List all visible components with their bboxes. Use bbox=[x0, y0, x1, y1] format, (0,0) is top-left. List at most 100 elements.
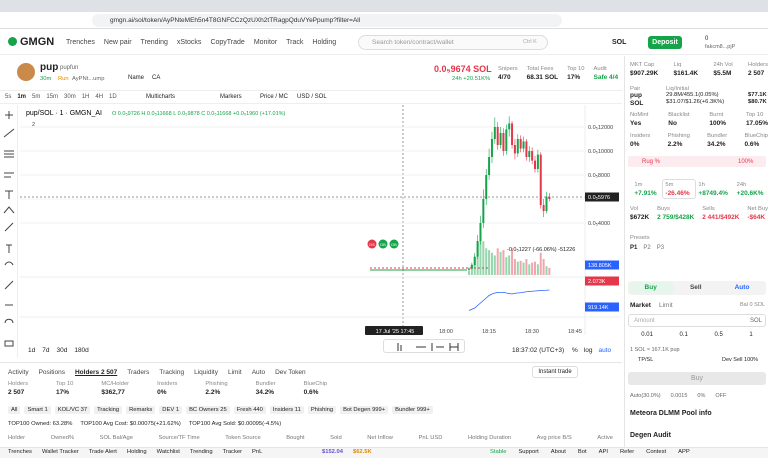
filter[interactable]: DEV 1 bbox=[159, 406, 183, 414]
column-header[interactable]: Holding Duration bbox=[467, 435, 512, 441]
range[interactable]: 7d bbox=[42, 347, 50, 354]
search-placeholder[interactable]: Search token/contract/wallet bbox=[372, 39, 454, 46]
column-header[interactable]: Active bbox=[597, 435, 613, 441]
nav-item[interactable]: Track bbox=[286, 39, 304, 46]
column-header[interactable]: SOL Bal/Age bbox=[99, 435, 133, 441]
nav-item[interactable]: xStocks bbox=[176, 39, 202, 46]
filter[interactable]: BC Owners 25 bbox=[186, 406, 230, 414]
scale-option[interactable]: auto bbox=[598, 347, 612, 354]
nav-item[interactable]: Monitor bbox=[253, 39, 278, 46]
filter[interactable]: KOL/VC 37 bbox=[54, 406, 91, 414]
filter[interactable]: Bundler 999+ bbox=[392, 406, 433, 414]
status-item[interactable]: APP bbox=[678, 449, 690, 455]
indicator-count[interactable]: 2 bbox=[32, 122, 35, 128]
filter[interactable]: Smart 1 bbox=[24, 406, 51, 414]
status-item[interactable]: Refer bbox=[619, 449, 635, 455]
filter[interactable]: Insiders 11 bbox=[269, 406, 304, 414]
tab[interactable]: Activity bbox=[8, 369, 29, 376]
nav-item[interactable]: Holding bbox=[312, 39, 337, 46]
amount-placeholder[interactable]: Amount bbox=[634, 318, 655, 324]
url[interactable]: gmgn.ai/sol/token/AyPNteMEh5n4T8GNFCCzQz… bbox=[110, 17, 361, 24]
instant-trade[interactable]: Instant trade bbox=[532, 366, 578, 378]
tab[interactable]: Auto bbox=[251, 369, 266, 376]
amount-preset[interactable]: 1 bbox=[749, 332, 753, 338]
deposit-button[interactable]: Deposit bbox=[648, 36, 682, 49]
nav-item[interactable]: New pair bbox=[103, 39, 132, 46]
pool-info[interactable]: Meteora DLMM Pool info bbox=[630, 410, 712, 417]
range[interactable]: 1d bbox=[28, 347, 36, 354]
status-item[interactable]: Trenches bbox=[8, 449, 32, 455]
preset[interactable]: P1 bbox=[630, 245, 638, 251]
range[interactable]: 30d bbox=[56, 347, 68, 354]
scale-option[interactable]: log bbox=[583, 347, 593, 354]
tab[interactable]: Traders bbox=[127, 369, 150, 376]
fee-setting[interactable]: OFF bbox=[715, 393, 727, 399]
interval[interactable]: 5m bbox=[32, 94, 41, 100]
url-box[interactable] bbox=[92, 14, 562, 27]
address[interactable]: AyPNt...ump bbox=[72, 76, 105, 82]
side[interactable]: Sell bbox=[689, 284, 702, 291]
nav-item[interactable]: Trenches bbox=[66, 39, 95, 46]
price-mc[interactable]: Price / MC bbox=[260, 94, 289, 100]
scale-option[interactable]: % bbox=[572, 347, 578, 354]
filter[interactable]: Fresh 440 bbox=[233, 406, 266, 414]
order-type[interactable]: Limit bbox=[658, 302, 673, 309]
degen-audit[interactable]: Degen Audit bbox=[630, 432, 671, 439]
status-item[interactable]: Stable bbox=[490, 449, 507, 455]
drawing-bar-icons[interactable] bbox=[384, 340, 466, 354]
column-header[interactable]: Token Source bbox=[225, 435, 261, 441]
side[interactable]: Buy bbox=[644, 284, 657, 291]
dev-sell[interactable]: Dev Sell 100% bbox=[722, 357, 759, 363]
interval[interactable]: 1H bbox=[81, 94, 90, 100]
nav-item[interactable]: Trending bbox=[140, 39, 168, 46]
filter[interactable]: Phishing bbox=[307, 406, 337, 414]
filter[interactable]: Remarks bbox=[126, 406, 156, 414]
tab[interactable]: Dev Token bbox=[275, 369, 306, 376]
buy-button[interactable]: Buy bbox=[628, 372, 766, 385]
interval[interactable]: 1m bbox=[17, 94, 27, 100]
preset[interactable]: P2 bbox=[643, 245, 651, 251]
fee-setting[interactable]: Auto(30.0%) bbox=[630, 393, 661, 399]
status-item[interactable]: Trade Alert bbox=[88, 449, 117, 455]
column-header[interactable]: Holder bbox=[8, 435, 26, 441]
tab[interactable]: Positions bbox=[38, 369, 65, 376]
column-header[interactable]: Owned% bbox=[50, 435, 75, 441]
filter[interactable]: All bbox=[8, 406, 21, 414]
multicharts[interactable]: Multicharts bbox=[146, 94, 176, 100]
search-box[interactable] bbox=[358, 35, 548, 50]
interval[interactable]: 1D bbox=[109, 94, 117, 100]
interval[interactable]: 4H bbox=[95, 94, 104, 100]
tab[interactable]: Tracking bbox=[159, 369, 185, 376]
filter[interactable]: Tracking bbox=[94, 406, 123, 414]
range[interactable]: 180d bbox=[74, 347, 89, 354]
selected-period[interactable] bbox=[662, 179, 696, 199]
interval[interactable]: 5s bbox=[5, 94, 12, 100]
wallet[interactable]: fakcm8...pjP bbox=[705, 44, 736, 50]
markers[interactable]: Markers bbox=[220, 94, 242, 100]
logo[interactable]: GMGN bbox=[20, 36, 55, 48]
interval[interactable]: 15m bbox=[46, 94, 59, 100]
status-item[interactable]: PnL bbox=[252, 449, 263, 455]
status-item[interactable]: Trending bbox=[189, 449, 213, 455]
order-type[interactable]: Market bbox=[630, 302, 651, 309]
tab[interactable]: Liquidity bbox=[194, 369, 218, 376]
tpsl[interactable]: TP/SL bbox=[638, 357, 654, 363]
status-item[interactable]: Contest bbox=[646, 449, 667, 455]
column-header[interactable]: Avg price B/S bbox=[536, 435, 572, 441]
filter[interactable]: Bot Degen 999+ bbox=[340, 406, 389, 414]
amount-input[interactable] bbox=[628, 314, 766, 327]
fee-setting[interactable]: 0% bbox=[697, 393, 706, 399]
column-header[interactable]: Sold bbox=[330, 435, 342, 441]
preset[interactable]: P3 bbox=[656, 245, 665, 251]
side[interactable]: Auto bbox=[734, 284, 750, 291]
interval[interactable]: 30m bbox=[64, 94, 76, 100]
usd-sol[interactable]: USD / SOL bbox=[297, 94, 327, 100]
status-item[interactable]: Watchlist bbox=[156, 449, 180, 455]
amount-preset[interactable]: 0.1 bbox=[679, 332, 688, 338]
status-item[interactable]: Holding bbox=[126, 449, 147, 455]
column-header[interactable]: Net Inflow bbox=[367, 435, 393, 441]
tag[interactable]: CA bbox=[152, 75, 161, 81]
status-item[interactable]: Tracker bbox=[222, 449, 243, 455]
status-item[interactable]: Support bbox=[518, 449, 539, 455]
nav-item[interactable]: CopyTrade bbox=[210, 39, 245, 46]
